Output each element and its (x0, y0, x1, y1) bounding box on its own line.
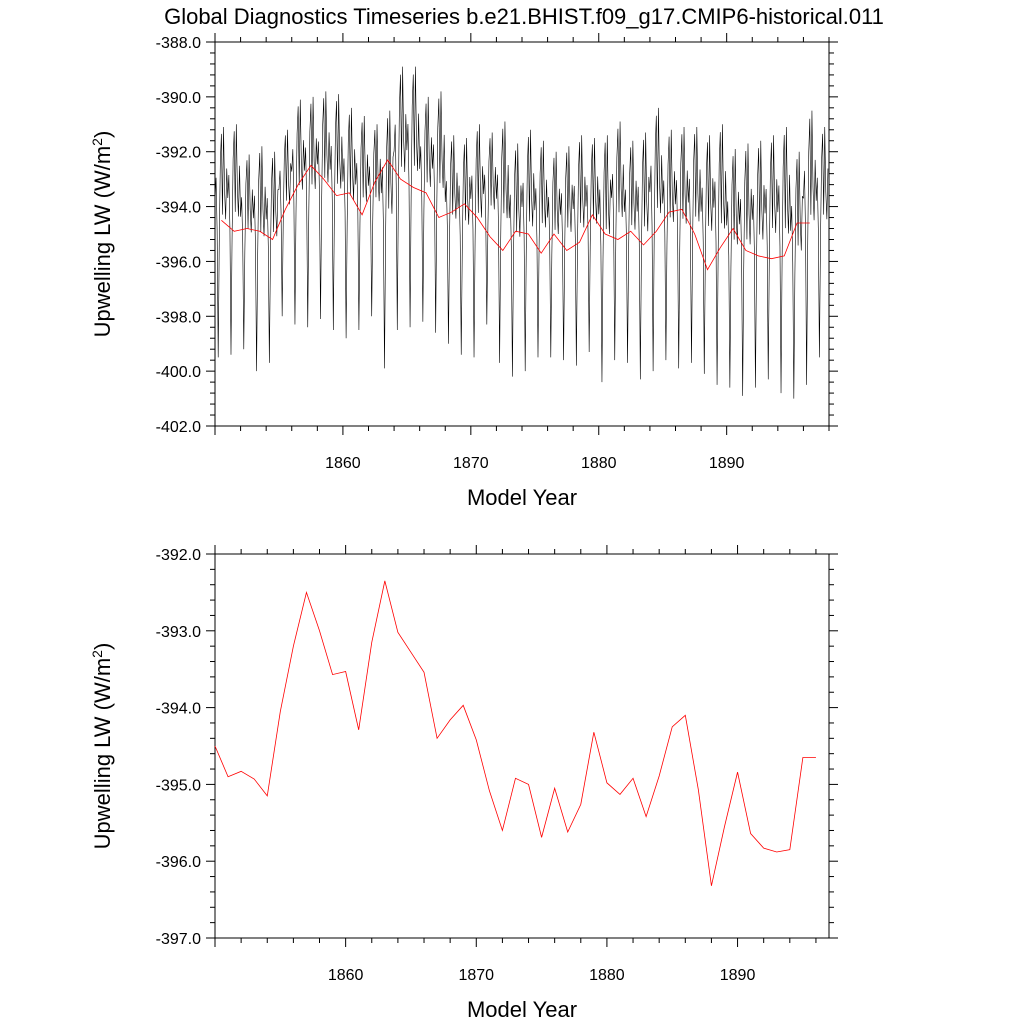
y-tick-label: -402.0 (156, 419, 201, 436)
x-tick-label: 1860 (325, 455, 361, 472)
y-axis-label: Upwelling LW (W/m2) (89, 131, 115, 338)
x-tick-label: 1880 (581, 455, 617, 472)
x-tick-label: 1890 (709, 455, 745, 472)
x-tick-label: 1860 (328, 967, 364, 984)
y-tick-label: -394.0 (156, 701, 201, 718)
y-tick-label: -393.0 (156, 624, 201, 641)
plot-panel-2: -397.0 -396.0 -395.0 -394.0 -393.0 -392.0 1860… (89, 545, 838, 1022)
y-tick-label: -395.0 (156, 777, 201, 794)
y-tick-label: -396.0 (156, 254, 201, 271)
y-tick-label: -398.0 (156, 309, 201, 326)
y-tick-label: -388.0 (156, 35, 201, 52)
plot-panel-1: -402.0 -400.0 -398.0 -396.0 -394.0 -392.0 -390… (89, 33, 838, 510)
monthly-series-line (214, 66, 829, 399)
y-axis-label: Upwelling LW (W/m2) (89, 643, 115, 850)
x-tick-label: 1890 (720, 967, 756, 984)
x-axis-label: Model Year (467, 485, 577, 510)
y-tick-label: -392.0 (156, 145, 201, 162)
y-tick-label: -397.0 (156, 931, 201, 948)
plot-frame (214, 553, 830, 939)
annual-mean-series-line (221, 159, 810, 271)
x-axis-label: Model Year (467, 997, 577, 1022)
y-tick-label: -396.0 (156, 854, 201, 871)
annual-mean-series-line (214, 580, 816, 886)
chart-title: Global Diagnostics Timeseries b.e21.BHIS… (164, 4, 884, 29)
x-tick-label: 1880 (589, 967, 625, 984)
x-tick-label: 1870 (453, 455, 489, 472)
x-tick-label: 1870 (458, 967, 494, 984)
y-tick-label: -390.0 (156, 90, 201, 107)
y-tick-label: -392.0 (156, 547, 201, 564)
y-tick-label: -400.0 (156, 364, 201, 381)
y-tick-label: -394.0 (156, 200, 201, 217)
